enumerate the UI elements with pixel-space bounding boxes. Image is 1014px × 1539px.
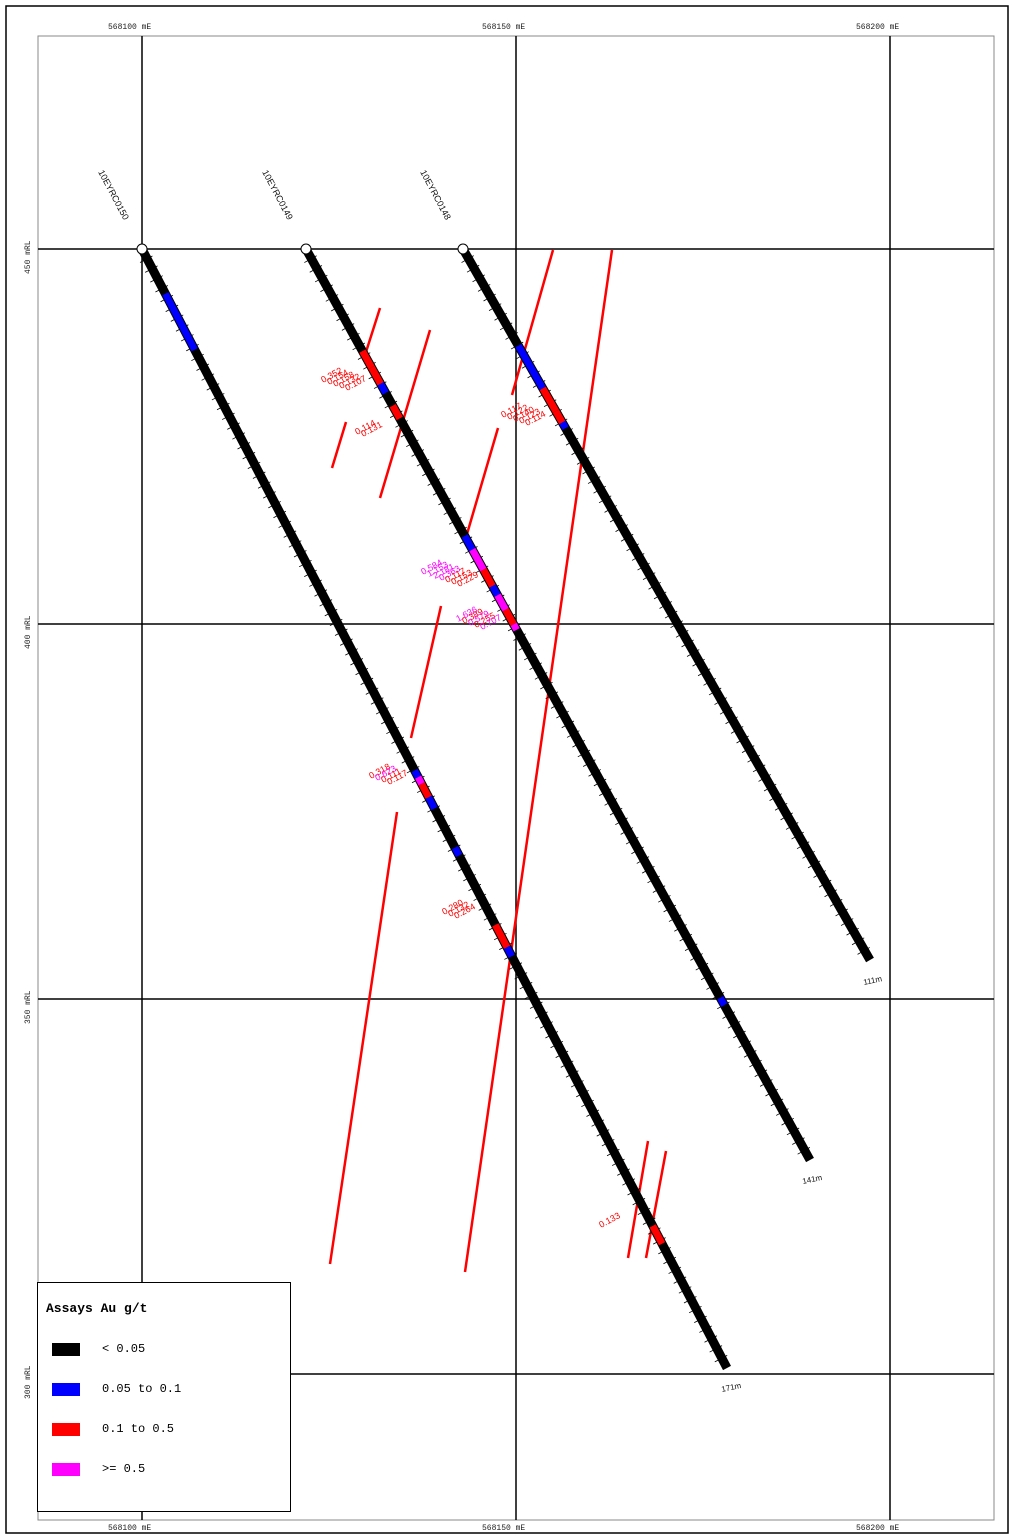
assay-interval-mid	[425, 795, 438, 811]
assay-interval-high	[359, 349, 375, 370]
assay-interval-vhigh	[469, 547, 487, 572]
easting-label-bottom-2: 568150 mE	[482, 1524, 525, 1533]
interp-line	[463, 249, 614, 1273]
hole-trace-10eyrc0150	[138, 246, 731, 1371]
assay-interval-mid	[411, 768, 422, 779]
assay-interval-vhigh	[494, 593, 509, 612]
rl-label-400: 400 mRL	[24, 615, 33, 649]
interpretation-lines	[328, 249, 668, 1273]
hole-end-label-111m: 111m	[863, 974, 884, 987]
legend-label: >= 0.5	[102, 1462, 146, 1476]
interp-line	[330, 421, 348, 469]
assay-interval-mid	[461, 534, 476, 552]
assay-interval-mid	[162, 292, 198, 352]
easting-label-top-3: 568200 mE	[856, 23, 899, 32]
legend-item-high: 0.1 to 0.5	[52, 1421, 174, 1437]
assay-interval-high	[552, 409, 566, 425]
assay-interval-high	[502, 608, 517, 627]
legend-item-vhigh: >= 0.5	[52, 1461, 145, 1477]
hole-id-10eyrc0148: 10EYRC0148	[418, 168, 453, 221]
interp-line	[364, 307, 382, 353]
assay-interval-high	[480, 567, 496, 588]
legend-label: 0.1 to 0.5	[102, 1422, 175, 1436]
interp-line	[510, 249, 555, 396]
legend-swatch	[52, 1422, 80, 1436]
interp-line	[465, 427, 500, 535]
legend-title: Assays Au g/t	[46, 1301, 148, 1316]
assay-interval-vhigh	[415, 775, 425, 786]
assay-labels: 0.1170.1220.1400.1230.1140.3520.1540.158…	[319, 365, 622, 1229]
hole-trace-10eyrc0148	[459, 246, 874, 963]
assay-interval-mid	[717, 996, 728, 1007]
assay-interval-mid	[451, 846, 463, 858]
hole-end-label-141m: 141m	[802, 1173, 824, 1186]
assay-interval-high	[368, 365, 384, 386]
assay-interval-mid	[503, 945, 515, 958]
rl-label-300: 300 mRL	[24, 1365, 33, 1399]
legend: Assays Au g/t < 0.05 0.05 to 0.1 0.1 to …	[37, 1282, 291, 1512]
rl-label-350: 350 mRL	[24, 990, 33, 1024]
legend-swatch	[52, 1462, 80, 1476]
easting-label-top-1: 568100 mE	[108, 23, 151, 32]
hole-id-10eyrc0150: 10EYRC0150	[96, 168, 131, 221]
drill-holes	[138, 246, 874, 1371]
assay-interval-mid	[559, 420, 569, 430]
hole-trace-10eyrc0149	[302, 246, 814, 1163]
legend-swatch	[52, 1342, 80, 1356]
legend-label: 0.05 to 0.1	[102, 1382, 182, 1396]
outer-frame	[5, 5, 1009, 1534]
interp-line	[644, 1150, 668, 1259]
rl-label-450: 450 mRL	[24, 240, 33, 274]
assay-interval-mid	[377, 382, 389, 395]
hole-id-10eyrc0149: 10EYRC0149	[260, 168, 295, 221]
legend-swatch	[52, 1382, 80, 1396]
hole-trace-line	[302, 246, 814, 1163]
interp-line	[409, 605, 443, 739]
legend-item-mid: 0.05 to 0.1	[52, 1381, 181, 1397]
collar-marker-10eyrc0149	[300, 243, 312, 255]
interp-line	[378, 329, 432, 499]
assay-interval-high	[492, 923, 511, 949]
easting-label-top-2: 568150 mE	[482, 23, 525, 32]
easting-label-bottom-3: 568200 mE	[856, 1524, 899, 1533]
assay-interval-mid	[489, 584, 501, 597]
assay-interval-vhigh	[510, 622, 520, 632]
interp-line	[328, 811, 399, 1265]
assay-value: 0.133	[597, 1210, 622, 1229]
assay-interval-high	[649, 1224, 666, 1246]
legend-label: < 0.05	[102, 1342, 146, 1356]
hole-end-label-171m: 171m	[721, 1381, 743, 1394]
assay-interval-high	[418, 782, 432, 799]
collar-marker-10eyrc0148	[457, 243, 469, 255]
assay-interval-high	[539, 386, 559, 413]
legend-item-low: < 0.05	[52, 1341, 145, 1357]
assay-interval-high	[389, 403, 403, 421]
easting-label-bottom-1: 568100 mE	[108, 1524, 151, 1533]
assay-interval-mid	[515, 343, 546, 391]
collar-marker-10eyrc0150	[136, 243, 148, 255]
